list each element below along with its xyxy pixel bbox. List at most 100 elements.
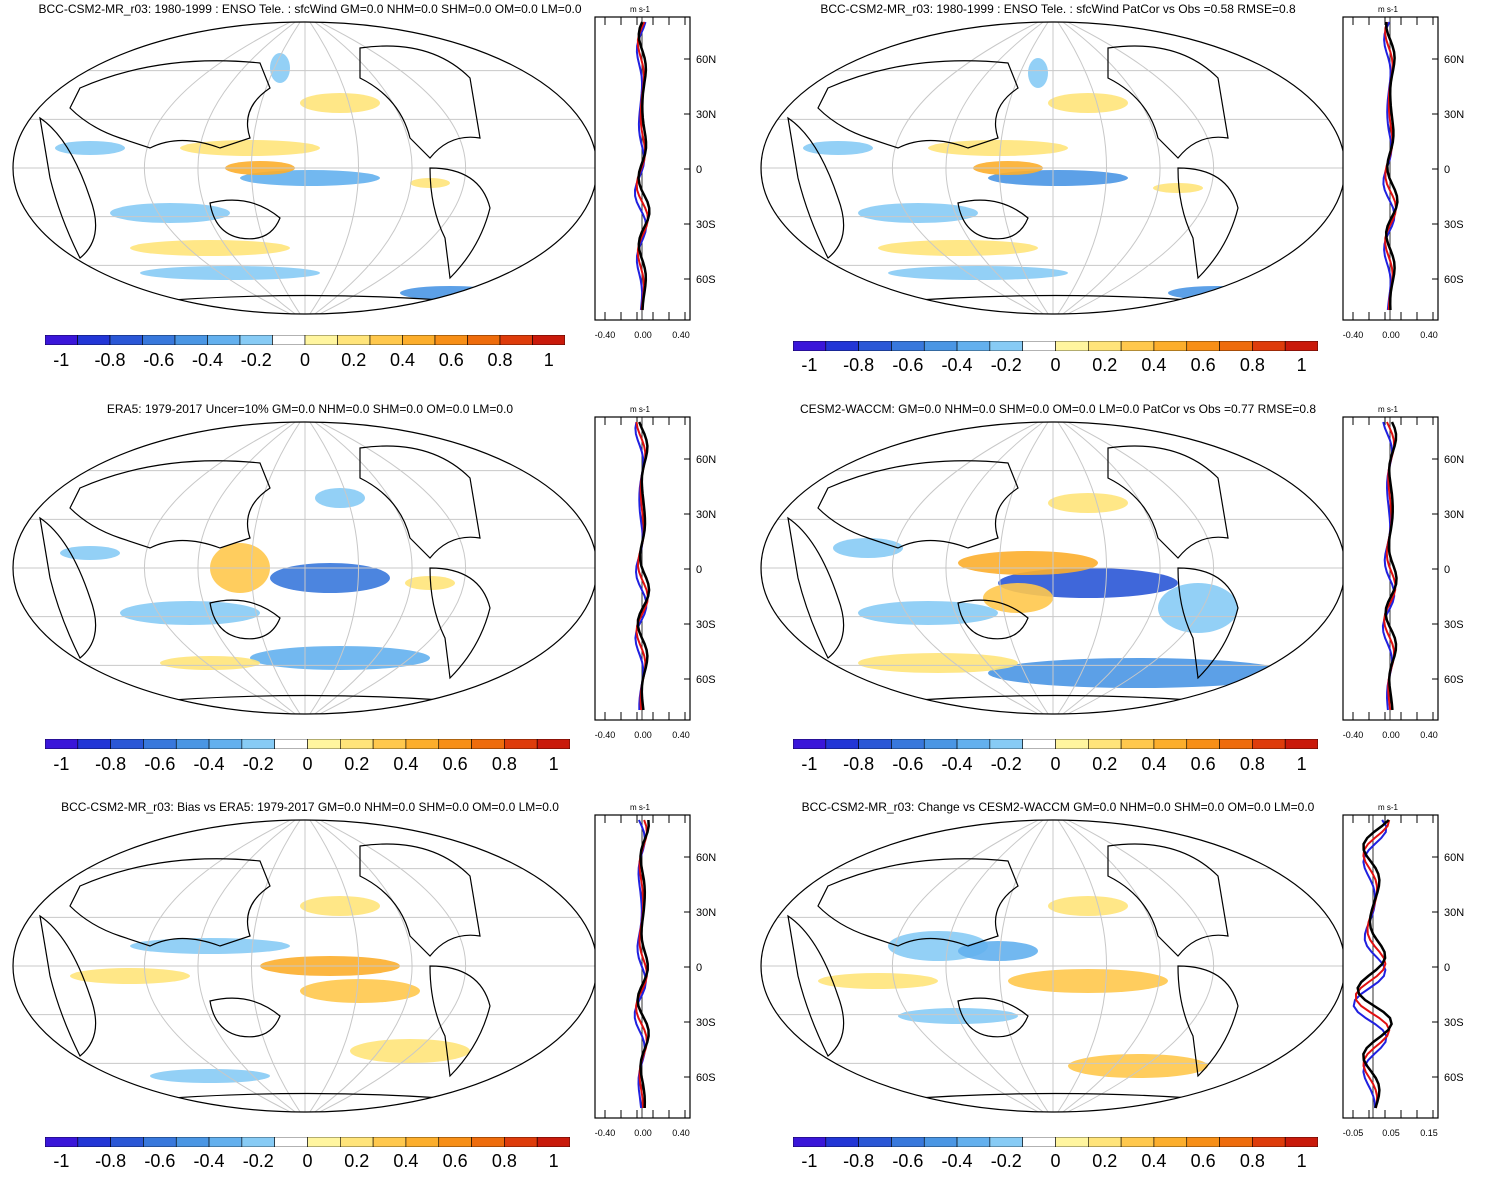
colorbar-swatch: [1153, 739, 1188, 749]
lat-tick-label: 30S: [1444, 619, 1464, 631]
colorbar-label: 0: [1050, 754, 1061, 774]
colorbar-swatch: [1186, 739, 1220, 749]
colorbar-label: 1: [548, 1151, 559, 1171]
colorbar-swatch: [1219, 739, 1253, 749]
lat-tick-label: 0: [696, 564, 702, 576]
colorbar-swatch: [1252, 1137, 1286, 1147]
colorbar-label: -0.2: [990, 754, 1022, 774]
colorbar-swatch: [956, 1137, 991, 1147]
x-tick-label: 0.40: [672, 1128, 690, 1138]
colorbar-label: -1: [801, 754, 818, 774]
colorbar-swatch: [207, 335, 241, 345]
unit-label: m s-1: [630, 405, 651, 414]
colorbar-label: 0.2: [344, 1151, 370, 1171]
colorbar-swatch: [989, 341, 1023, 351]
colorbar-label: 0.4: [393, 754, 419, 774]
world-map: [12, 21, 598, 315]
colorbar-swatch: [434, 335, 468, 345]
profile-line: [637, 21, 651, 311]
panel-title: ERA5: 1979-2017 Uncer=10% GM=0.0 NHM=0.0…: [106, 402, 514, 416]
colorbar-swatch: [1219, 1137, 1253, 1147]
colorbar-swatch: [1153, 341, 1188, 351]
colorbar-label: -0.2: [242, 1151, 274, 1171]
lat-tick-label: 0: [696, 962, 702, 974]
panel-6: BCC-CSM2-MR_r03: Change vs CESM2-WACCM G…: [748, 798, 1489, 1188]
panel-title: CESM2-WACCM: GM=0.0 NHM=0.0 SHM=0.0 OM=0…: [799, 402, 1317, 416]
x-tick-label: 0.40: [1420, 730, 1438, 740]
colorbar: [793, 1137, 1318, 1147]
lat-tick-label: 60S: [1444, 1072, 1464, 1084]
colorbar-swatch: [1022, 1137, 1056, 1147]
colorbar-swatch: [1284, 739, 1318, 749]
colorbar-label: 0.2: [344, 754, 370, 774]
colorbar-swatch: [241, 739, 275, 749]
colorbar-swatch: [858, 739, 892, 749]
x-tick-label: -0.40: [595, 330, 616, 340]
panel-2: BCC-CSM2-MR_r03: 1980-1999 : ENSO Tele. …: [748, 0, 1489, 390]
colorbar-label: 0.8: [491, 1151, 517, 1171]
colorbar-swatch: [471, 739, 505, 749]
lat-tick-label: 60S: [1444, 274, 1464, 286]
colorbar-swatch: [142, 335, 176, 345]
colorbar-swatch: [956, 341, 991, 351]
panel-title: BCC-CSM2-MR_r03: 1980-1999 : ENSO Tele. …: [38, 2, 582, 16]
colorbar-labels: -1 -0.8 -0.6 -0.4 -0.2 0 0.2 0.4 0.6 0.8 1: [45, 1151, 570, 1175]
colorbar-label: 0.8: [487, 350, 513, 370]
zonal-profile: m s-1 60N 30N 0 30S 60S -0.05 0.05 0.15: [1342, 803, 1464, 1138]
colorbar-swatch: [1055, 341, 1089, 351]
x-tick-label: 0.00: [634, 730, 652, 740]
world-map: [12, 819, 598, 1113]
colorbar-swatch: [307, 739, 341, 749]
colorbar-label: 0.4: [1141, 754, 1167, 774]
colorbar-swatch: [1153, 1137, 1188, 1147]
colorbar-swatch: [793, 341, 827, 351]
colorbar-swatch: [241, 1137, 275, 1147]
colorbar-label: 0.2: [1092, 355, 1118, 375]
lat-tick-label: 30S: [1444, 219, 1464, 231]
colorbar-swatch: [956, 739, 991, 749]
colorbar-label: -0.6: [892, 754, 924, 774]
colorbar-label: -0.2: [990, 1151, 1022, 1171]
colorbar-swatch: [499, 335, 533, 345]
colorbar-swatch: [825, 739, 859, 749]
colorbar-label: 0: [1050, 1151, 1061, 1171]
colorbar-swatch: [110, 739, 144, 749]
lat-tick-label: 30S: [696, 219, 716, 231]
colorbar-swatch: [1252, 739, 1286, 749]
lat-tick-label: 60S: [696, 1072, 716, 1084]
colorbar-label: 1: [543, 350, 554, 370]
colorbar-swatch: [340, 739, 374, 749]
panel-5: BCC-CSM2-MR_r03: Bias vs ERA5: 1979-2017…: [0, 798, 744, 1188]
x-tick-label: 0.00: [1382, 330, 1400, 340]
colorbar-swatch: [340, 1137, 374, 1147]
colorbar-label: -0.4: [941, 1151, 973, 1171]
panel-title: BCC-CSM2-MR_r03: Bias vs ERA5: 1979-2017…: [61, 800, 559, 814]
colorbar-swatch: [239, 335, 273, 345]
panel-title: BCC-CSM2-MR_r03: 1980-1999 : ENSO Tele. …: [820, 2, 1296, 16]
zonal-profile: m s-1 60N 30N 0 30S 60S -0.40 0.00 0.40: [594, 405, 716, 740]
zonal-profile: m s-1 60N 30N 0 30S 60S -0.40 0.00 0.40: [594, 803, 716, 1138]
colorbar-swatch: [1088, 341, 1122, 351]
colorbar-label: -0.8: [843, 754, 875, 774]
colorbar-swatch: [272, 335, 306, 345]
colorbar-swatch: [77, 335, 111, 345]
colorbar-label: 0: [299, 350, 311, 370]
colorbar-swatch: [175, 1137, 210, 1147]
colorbar-swatch: [1088, 739, 1122, 749]
colorbar-swatch: [858, 341, 892, 351]
lat-tick-label: 30N: [696, 109, 716, 121]
colorbar-swatch: [891, 739, 925, 749]
colorbar-swatch: [143, 739, 177, 749]
colorbar-swatch: [109, 335, 143, 345]
profile-line: [636, 819, 650, 1109]
x-tick-label: 0.40: [672, 730, 690, 740]
colorbar-swatch: [110, 1137, 144, 1147]
x-tick-label: 0.15: [1420, 1128, 1438, 1138]
colorbar-swatch: [825, 341, 859, 351]
colorbar-swatch: [337, 335, 371, 345]
lat-tick-label: 30S: [696, 619, 716, 631]
lat-tick-label: 60N: [1444, 852, 1464, 864]
colorbar-label: 1: [1296, 754, 1307, 774]
colorbar-label: -0.2: [242, 754, 274, 774]
x-tick-label: 0.00: [634, 330, 652, 340]
